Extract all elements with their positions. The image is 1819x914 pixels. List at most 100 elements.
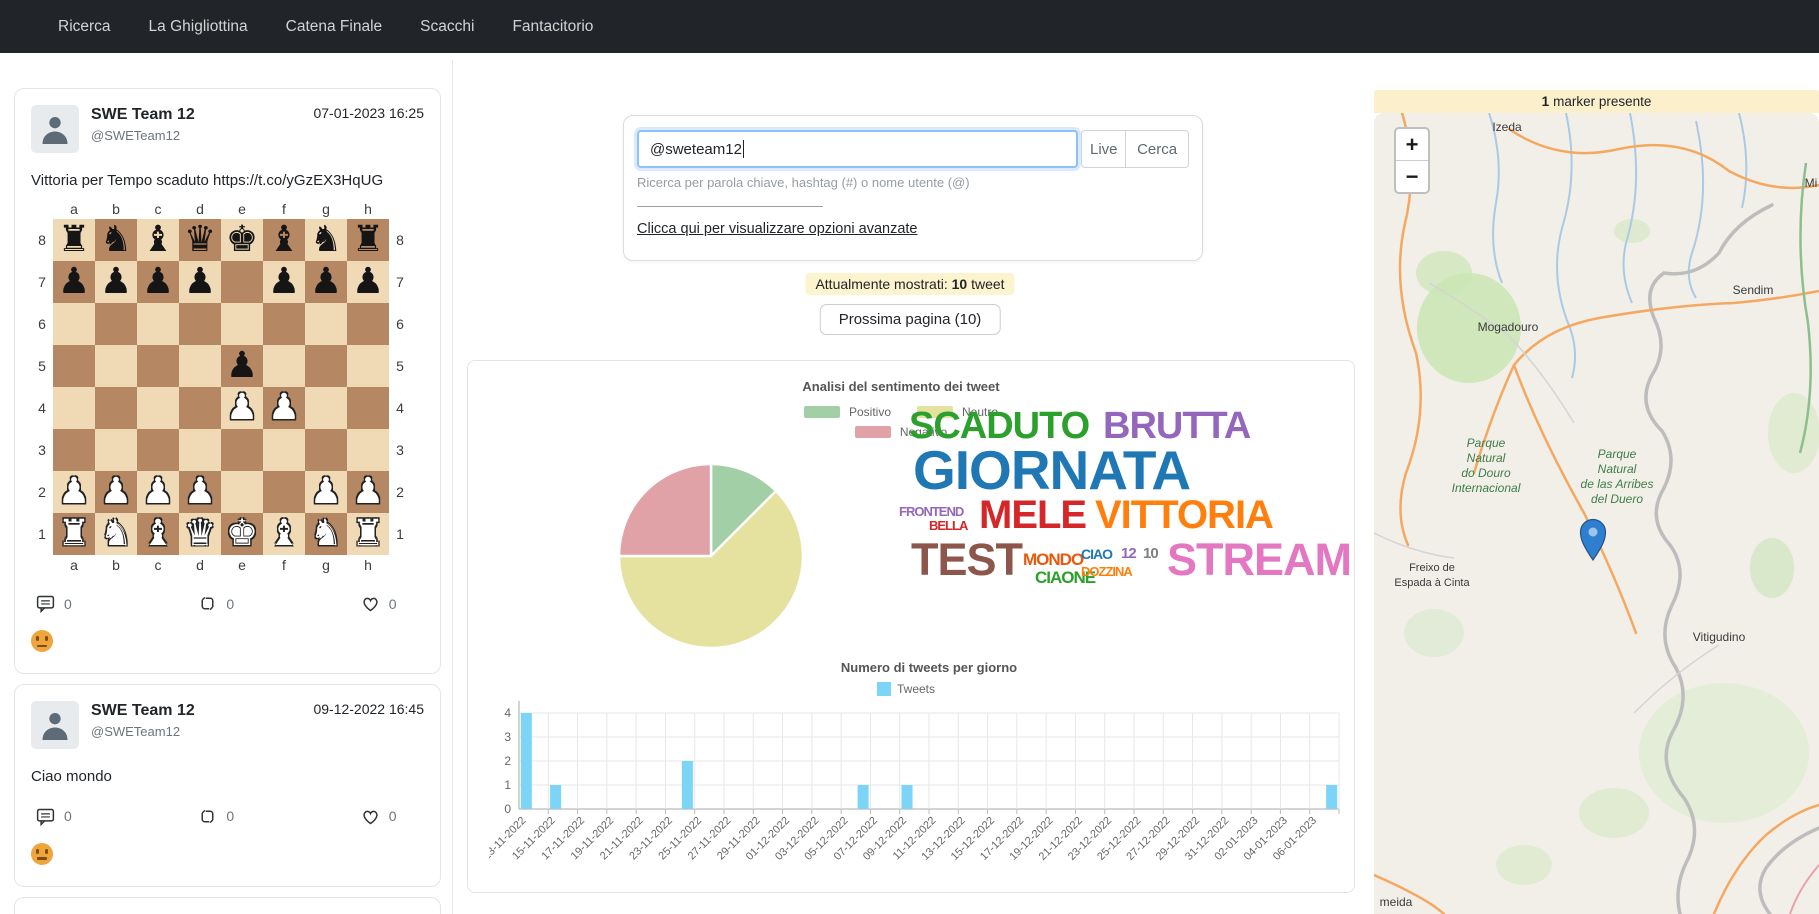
board-square bbox=[137, 303, 179, 346]
map-zoom-control: + − bbox=[1394, 127, 1430, 194]
bar-06-12-2022[interactable] bbox=[857, 785, 869, 809]
map-roads-green bbox=[1798, 162, 1812, 454]
legend-swatch bbox=[917, 406, 953, 418]
map-label: Izeda bbox=[1492, 120, 1522, 134]
board-square bbox=[347, 429, 389, 472]
wordcloud-word: MONDO bbox=[1023, 550, 1084, 569]
map-canvas[interactable]: Izeda Mi Sendim Mogadouro Parque Natural do Do… bbox=[1374, 113, 1819, 914]
board-square: ♟ bbox=[263, 387, 305, 430]
chess-piece: ♟ bbox=[183, 471, 217, 513]
board-square bbox=[263, 429, 305, 472]
bar-15-11-2022[interactable] bbox=[550, 785, 562, 809]
legend-swatch bbox=[854, 426, 891, 438]
zoom-in-button[interactable]: + bbox=[1396, 129, 1428, 161]
board-coordinate bbox=[389, 555, 411, 575]
search-input-value: @sweteam12 bbox=[650, 140, 742, 158]
map-label: Sendim bbox=[1733, 283, 1774, 297]
chess-piece: ♟ bbox=[351, 261, 385, 303]
board-coordinate: h bbox=[364, 557, 372, 574]
board-coordinate: 7 bbox=[396, 274, 404, 291]
board-square: ♝ bbox=[137, 513, 179, 556]
advanced-options-link[interactable]: Clicca qui per visualizzare opzioni avan… bbox=[637, 221, 918, 237]
bar-24-11-2022[interactable] bbox=[681, 761, 693, 809]
tweet-card: SWE Team 12 @SWETeam12 07-01-2023 16:25 Vit… bbox=[14, 88, 441, 675]
board-square bbox=[305, 429, 347, 472]
like-action[interactable]: 0 bbox=[360, 806, 397, 827]
board-square: ♟ bbox=[95, 261, 137, 304]
like-action[interactable]: 0 bbox=[360, 593, 397, 614]
nav-item-scacchi[interactable]: Scacchi bbox=[420, 17, 475, 35]
next-page-button[interactable]: Prossima pagina (10) bbox=[819, 304, 1001, 335]
search-input[interactable]: @sweteam12 bbox=[637, 130, 1079, 168]
map-border-line bbox=[1644, 203, 1819, 914]
map-label: Vitigudino bbox=[1693, 630, 1746, 644]
board-coordinate: 8 bbox=[396, 232, 404, 249]
map[interactable]: + − bbox=[1374, 113, 1819, 914]
wordcloud-word: 12 bbox=[1121, 545, 1137, 562]
board-coordinate: 8 bbox=[38, 232, 46, 249]
nav-item-fantacitorio[interactable]: Fantacitorio bbox=[512, 17, 594, 35]
nav-item-catena-finale[interactable]: Catena Finale bbox=[285, 17, 383, 35]
board-square bbox=[95, 429, 137, 472]
search-button[interactable]: Cerca bbox=[1125, 130, 1189, 168]
board-coordinate: f bbox=[282, 201, 286, 218]
chess-piece: ♝ bbox=[267, 219, 301, 261]
board-square: ♞ bbox=[95, 219, 137, 262]
pie-slice-positivo[interactable] bbox=[709, 462, 778, 558]
board-square: ♟ bbox=[53, 261, 95, 304]
bar-13-11-2022[interactable] bbox=[520, 713, 532, 809]
chess-piece: ♚ bbox=[225, 513, 259, 555]
board-square: ♚ bbox=[221, 219, 263, 262]
board-square: ♛ bbox=[179, 219, 221, 262]
board-coordinate: 1 bbox=[396, 526, 404, 543]
chess-piece: ♛ bbox=[183, 513, 217, 555]
map-label: Freixo de Espada à Cinta bbox=[1394, 562, 1470, 589]
board-square: ♟ bbox=[305, 471, 347, 514]
board-square: ♟ bbox=[137, 471, 179, 514]
chess-piece: ♟ bbox=[309, 471, 343, 513]
reply-action[interactable]: 0 bbox=[35, 593, 72, 614]
marker-count-label: marker presente bbox=[1553, 94, 1652, 109]
reply-action[interactable]: 0 bbox=[35, 806, 72, 827]
search-helper-text: Ricerca per parola chiave, hashtag (#) o… bbox=[637, 175, 970, 190]
bar-07-01-2023[interactable] bbox=[1326, 785, 1338, 809]
tweet-author-handle: @SWETeam12 bbox=[91, 127, 181, 143]
board-coordinate: 5 bbox=[396, 358, 404, 375]
pie-slice-neutro[interactable] bbox=[617, 489, 805, 650]
bar-09-12-2022[interactable] bbox=[901, 785, 913, 809]
board-square: ♞ bbox=[305, 219, 347, 262]
wordcloud: SCADUTO BRUTTA GIORNATA FRONTEND BELLA MELE VI… bbox=[899, 405, 1352, 600]
board-square: ♚ bbox=[221, 513, 263, 556]
map-marker-pin[interactable] bbox=[1579, 518, 1607, 562]
chess-piece: ♞ bbox=[309, 513, 343, 555]
board-coordinate: g bbox=[322, 557, 330, 574]
retweet-action[interactable]: 0 bbox=[197, 593, 234, 614]
tweet-author-name: SWE Team 12 bbox=[91, 702, 195, 720]
legend-item-positivo[interactable]: Positivo bbox=[803, 405, 891, 419]
board-square: ♝ bbox=[263, 219, 305, 262]
reply-action-count: 0 bbox=[64, 808, 72, 824]
chess-piece: ♜ bbox=[57, 513, 91, 555]
retweet-action[interactable]: 0 bbox=[197, 806, 234, 827]
tweet-card: SWE Team 12 @SWETeam12 09-12-2022 16:45 Cia… bbox=[14, 684, 441, 887]
board-coordinate: 4 bbox=[396, 400, 404, 417]
zoom-out-button[interactable]: − bbox=[1405, 163, 1419, 189]
tweets-per-day-chart: Numero di tweets per giorno Tweets 0 1 2 3 4 13… bbox=[481, 656, 1349, 893]
wordcloud-word: MELE bbox=[979, 493, 1087, 537]
bar-legend-label[interactable]: Tweets bbox=[897, 682, 935, 696]
legend-item-negativo[interactable]: Negativo bbox=[854, 425, 947, 439]
nav-item-la-ghigliottina[interactable]: La Ghigliottina bbox=[148, 17, 248, 35]
board-coordinate: 4 bbox=[38, 400, 46, 417]
chess-piece: ♟ bbox=[99, 471, 133, 513]
legend-item-neutro[interactable]: Neutro bbox=[917, 405, 998, 419]
y-tick-label: 3 bbox=[504, 730, 511, 744]
board-square bbox=[221, 429, 263, 472]
board-square: ♟ bbox=[347, 261, 389, 304]
board-square bbox=[137, 387, 179, 430]
board-square: ♟ bbox=[53, 471, 95, 514]
pie-slice-negativo[interactable] bbox=[617, 462, 713, 558]
nav-item-ricerca[interactable]: Ricerca bbox=[58, 17, 111, 35]
board-square bbox=[221, 303, 263, 346]
map-label: Parque Natural de las Arribes del Duero bbox=[1581, 447, 1654, 506]
live-button[interactable]: Live bbox=[1081, 130, 1126, 168]
